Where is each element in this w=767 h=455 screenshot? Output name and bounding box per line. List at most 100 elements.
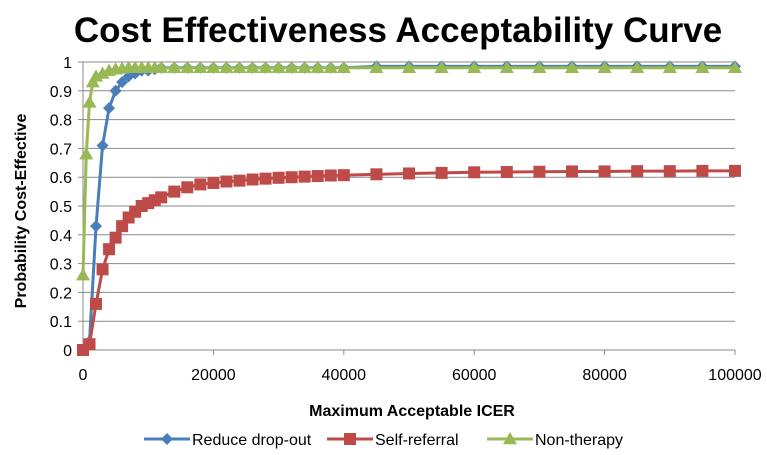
y-axis-label: Probability Cost-Effective — [13, 114, 30, 309]
legend-item: Self-referral — [327, 432, 459, 449]
data-point — [76, 268, 90, 281]
legend-item: Non-therapy — [487, 432, 623, 449]
data-point — [233, 174, 246, 187]
data-point — [369, 60, 384, 74]
data-point — [499, 60, 514, 74]
data-point — [79, 147, 94, 160]
data-point — [193, 60, 208, 74]
data-point — [103, 102, 116, 115]
data-point — [246, 173, 259, 186]
data-point — [284, 60, 299, 74]
y-tick-label: 0.5 — [50, 199, 72, 216]
y-tick-label: 0.2 — [50, 285, 72, 302]
series-line — [81, 64, 735, 351]
legend-marker — [161, 433, 173, 445]
y-tick-label: 0.1 — [50, 314, 72, 331]
data-point — [168, 185, 181, 198]
legend-item: Reduce drop-out — [144, 432, 312, 449]
data-point — [630, 60, 645, 74]
data-point — [729, 164, 741, 177]
y-tick-labels: 0 0.1 0.2 0.3 0.4 0.5 0.6 0.7 0.8 0.9 1 — [50, 55, 72, 360]
data-point — [154, 60, 169, 74]
data-point — [468, 166, 481, 179]
y-tick-label: 0.4 — [50, 228, 72, 245]
data-point — [207, 176, 220, 189]
data-point — [103, 243, 116, 256]
data-point — [181, 181, 194, 194]
data-point — [116, 220, 129, 233]
data-point — [533, 165, 546, 178]
data-point — [662, 60, 677, 74]
y-tick-label: 1 — [63, 55, 72, 72]
chart-title: Cost Effectiveness Acceptability Curve — [74, 11, 722, 50]
legend-label: Non-therapy — [535, 432, 623, 449]
y-tick-label: 0.9 — [50, 84, 72, 101]
legend-label: Reduce drop-out — [192, 432, 312, 449]
series-group — [76, 60, 742, 356]
data-point — [167, 60, 182, 74]
legend-marker — [503, 432, 517, 445]
x-tick-label: 60000 — [452, 367, 497, 384]
x-tick-label: 80000 — [582, 367, 627, 384]
data-point — [180, 60, 195, 74]
data-point — [83, 338, 96, 351]
data-point — [96, 263, 109, 276]
legend: Reduce drop-out Self-referral Non-therapy — [144, 432, 623, 449]
y-tick-label: 0.7 — [50, 141, 72, 158]
series-reduce-drop-out — [77, 60, 741, 356]
data-point — [232, 60, 247, 74]
data-point — [565, 60, 579, 74]
x-tick-label: 40000 — [322, 367, 367, 384]
data-point — [403, 167, 415, 180]
data-point — [206, 60, 221, 74]
data-point — [311, 170, 324, 183]
data-point — [337, 169, 350, 182]
data-point — [298, 170, 311, 183]
grid-lines — [78, 61, 735, 351]
data-point — [728, 60, 742, 74]
data-point — [272, 171, 285, 184]
data-point — [90, 297, 103, 310]
data-point — [259, 172, 272, 185]
data-point — [598, 165, 611, 178]
data-point — [370, 168, 383, 181]
data-point — [324, 169, 337, 182]
y-tick-label: 0.6 — [50, 170, 72, 187]
data-point — [297, 60, 312, 74]
data-point — [109, 84, 122, 97]
data-point — [435, 166, 448, 179]
data-point — [467, 60, 482, 74]
data-point — [500, 166, 513, 179]
data-point — [245, 60, 260, 74]
data-point — [82, 95, 97, 108]
data-point — [696, 164, 709, 177]
data-point — [566, 165, 578, 178]
data-point — [695, 60, 710, 74]
axes — [82, 62, 736, 355]
data-point — [663, 165, 676, 178]
data-point — [402, 60, 416, 74]
y-tick-label: 0.8 — [50, 113, 72, 130]
data-point — [109, 231, 122, 244]
series-self-referral — [77, 164, 741, 356]
data-point — [116, 76, 129, 89]
x-tick-label: 0 — [79, 367, 88, 384]
y-tick-label: 0 — [63, 343, 72, 360]
data-point — [220, 175, 233, 188]
data-point — [258, 60, 273, 74]
series-line — [82, 169, 735, 352]
x-axis-label: Maximum Acceptable ICER — [309, 403, 515, 420]
data-point — [194, 178, 207, 191]
data-point — [90, 220, 103, 233]
legend-label: Self-referral — [375, 432, 459, 449]
data-point — [631, 165, 644, 178]
data-point — [323, 60, 338, 74]
x-tick-label: 100000 — [708, 367, 761, 384]
data-point — [155, 191, 168, 204]
y-tick-label: 0.3 — [50, 257, 72, 274]
data-point — [336, 60, 351, 74]
series-non-therapy — [76, 60, 742, 281]
data-point — [96, 139, 109, 152]
data-point — [219, 60, 234, 74]
